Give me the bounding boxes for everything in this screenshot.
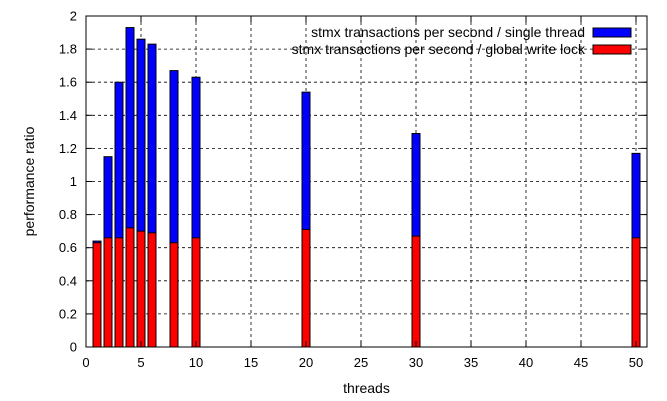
y-tick-label: 0.4: [59, 273, 77, 288]
x-tick-label: 25: [354, 355, 368, 370]
y-tick-label: 1.2: [59, 141, 77, 156]
bar-global-write-lock-4: [125, 227, 135, 348]
x-tick-label: 5: [137, 355, 144, 370]
x-axis-label: threads: [343, 380, 390, 396]
x-tick-label: 45: [574, 355, 588, 370]
bar-global-write-lock-30: [411, 235, 421, 348]
y-tick-label: 0.2: [59, 306, 77, 321]
x-tick-label: 50: [629, 355, 643, 370]
y-axis-label: performance ratio: [21, 126, 37, 236]
bar-global-write-lock-20: [301, 228, 311, 348]
x-tick-label: 30: [409, 355, 423, 370]
x-tick-label: 0: [82, 355, 89, 370]
legend-swatch-single-thread: [592, 27, 632, 38]
y-tick-label: 0.6: [59, 240, 77, 255]
y-tick-label: 1: [70, 174, 77, 189]
y-tick-label: 0: [70, 340, 77, 355]
x-tick-label: 40: [519, 355, 533, 370]
bar-global-write-lock-6: [147, 232, 157, 348]
ticks: 00.20.40.60.811.21.41.61.820 5 10 15 20 25 30 3…: [59, 9, 647, 370]
legend-label-global-write-lock: stmx transactions per second / global wr…: [292, 41, 586, 57]
y-tick-label: 0.8: [59, 207, 77, 222]
legend: stmx transactions per second / single th…: [292, 24, 632, 57]
bar-global-write-lock-1: [92, 242, 102, 348]
x-tick-label: 10: [189, 355, 203, 370]
bar-global-write-lock-2: [103, 237, 113, 348]
y-tick-label: 1.4: [59, 108, 77, 123]
bar-global-write-lock-10: [191, 237, 201, 348]
x-tick-label: 35: [464, 355, 478, 370]
y-tick-label: 1.8: [59, 42, 77, 57]
bar-global-write-lock-5: [136, 230, 146, 348]
bar-global-write-lock-50: [631, 237, 641, 348]
y-tick-label: 1.6: [59, 75, 77, 90]
x-tick-label: 20: [299, 355, 313, 370]
legend-swatch-global-write-lock: [592, 44, 632, 55]
bar-global-write-lock-3: [114, 237, 124, 348]
x-tick-label: 15: [244, 355, 258, 370]
legend-label-single-thread: stmx transactions per second / single th…: [311, 24, 585, 40]
bar-global-write-lock-8: [169, 242, 179, 348]
y-tick-label: 2: [70, 9, 77, 24]
